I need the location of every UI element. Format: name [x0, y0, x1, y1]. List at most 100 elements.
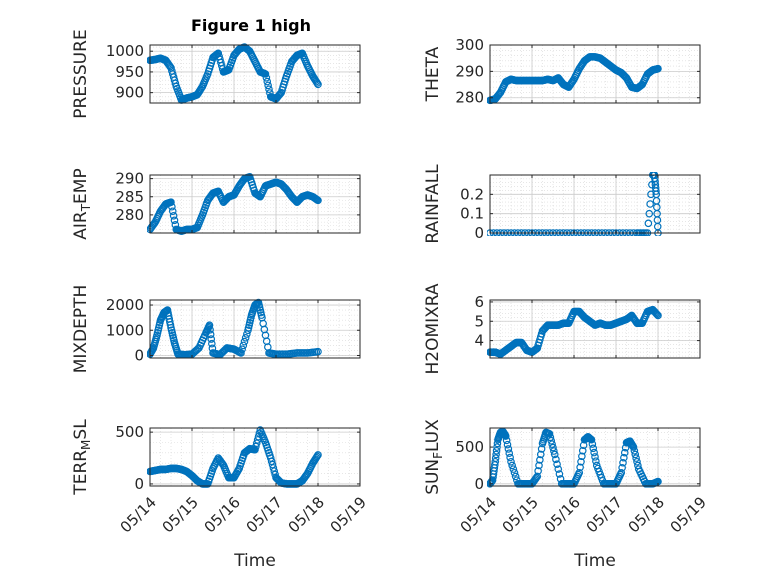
data-point: [168, 207, 177, 216]
data-point: [633, 457, 641, 466]
data-point: [652, 309, 661, 318]
data-point: [645, 209, 654, 218]
axes-box: [489, 44, 701, 104]
data-point: [546, 433, 555, 442]
data-point: [314, 80, 322, 89]
data-point: [169, 211, 178, 220]
series-markers: [487, 427, 662, 488]
data-point: [206, 326, 214, 334]
y-tick-label: 6: [474, 293, 484, 311]
data-point: [652, 187, 660, 195]
data-point: [577, 457, 585, 466]
y-tick-label: 0: [134, 346, 144, 364]
y-tick-label: 500: [115, 423, 144, 441]
data-point: [533, 472, 542, 481]
data-point: [510, 468, 519, 477]
axes-box: [489, 427, 701, 487]
data-point: [589, 444, 598, 453]
data-point: [554, 465, 563, 473]
data-point: [207, 335, 216, 343]
data-point: [509, 465, 518, 473]
data-point: [555, 470, 564, 478]
axes-box: [149, 299, 361, 359]
data-point: [276, 89, 285, 98]
data-point: [617, 468, 626, 477]
data-point: [503, 440, 512, 449]
data-point: [629, 443, 638, 451]
data-point: [263, 77, 272, 86]
data-point: [618, 463, 626, 472]
data-point: [587, 435, 596, 444]
data-point: [166, 62, 174, 71]
data-point: [492, 450, 500, 459]
y-tick-label: 2000: [106, 296, 144, 314]
y-tick-label: 285: [115, 188, 144, 206]
y-tick-label: 4: [474, 332, 484, 350]
y-tick-label: 900: [115, 84, 144, 102]
data-point: [262, 73, 271, 82]
data-point: [532, 473, 541, 482]
x-axis-label: Time: [573, 551, 616, 571]
data-point: [264, 81, 272, 90]
data-point: [590, 448, 598, 457]
data-point: [168, 202, 176, 211]
y-tick-label: 280: [115, 206, 144, 224]
data-point: [491, 454, 500, 462]
data-point: [493, 443, 501, 451]
y-axis-label: AIRTEMP: [71, 168, 93, 239]
data-point: [630, 446, 639, 455]
axes-box: [149, 44, 361, 104]
data-point: [644, 219, 653, 228]
data-point: [578, 452, 586, 461]
plot-area: [490, 428, 700, 486]
data-point: [504, 445, 513, 453]
series-markers: [147, 426, 322, 488]
data-point: [545, 430, 554, 438]
axes-box: [149, 427, 361, 487]
figure-title: Figure 1 high: [191, 16, 311, 35]
x-axis-label: Time: [233, 551, 276, 571]
data-point: [536, 450, 545, 459]
data-point: [553, 460, 561, 469]
data-point: [240, 337, 249, 346]
data-point: [241, 334, 250, 342]
y-axis-label: PRESSURE: [71, 29, 91, 118]
data-point: [535, 461, 543, 470]
subplot-6: 4 56 H2OMIXRA: [423, 283, 701, 375]
data-point: [620, 453, 628, 462]
data-point: [549, 443, 557, 452]
data-point: [619, 458, 627, 467]
subplot-5: 0 1000 2000 MIXDEPTH: [71, 285, 361, 373]
data-point: [537, 445, 546, 453]
data-point: [536, 456, 544, 464]
y-tick-label: 0: [474, 475, 484, 493]
data-point: [507, 457, 515, 466]
data-point: [591, 453, 599, 461]
data-point: [654, 64, 662, 73]
y-tick-label: 280: [455, 89, 484, 107]
axes-box: [149, 174, 361, 234]
y-tick-label: 0: [474, 224, 484, 242]
data-point: [237, 349, 245, 357]
data-point: [238, 345, 246, 353]
data-point: [632, 454, 640, 462]
y-axis-label: THETA: [423, 46, 443, 102]
data-point: [508, 461, 516, 470]
y-axis-label: TERRMSL: [71, 419, 93, 496]
y-tick-label: 290: [455, 62, 484, 80]
data-point: [265, 85, 273, 93]
data-point: [653, 310, 661, 319]
series-markers: [147, 43, 322, 104]
series-markers: [487, 53, 662, 105]
y-tick-label: 1000: [106, 321, 144, 339]
data-point: [208, 339, 216, 348]
data-point: [206, 330, 215, 339]
subplot-2: 280 290 300 THETA: [423, 36, 701, 107]
y-tick-label: 300: [455, 36, 484, 54]
y-tick-label: 500: [455, 438, 484, 456]
data-point: [575, 468, 584, 477]
y-tick-label: 950: [115, 63, 144, 81]
data-point: [592, 457, 600, 465]
